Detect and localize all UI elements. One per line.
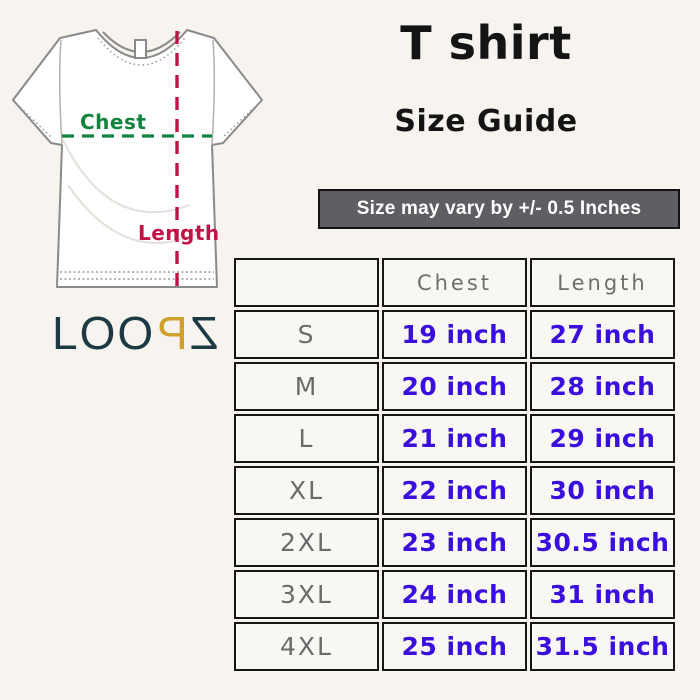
side-seam-right: [211, 39, 216, 146]
header-block: T shirt Size Guide: [330, 16, 642, 139]
tshirt-body: [12, 29, 263, 288]
page-title: T shirt: [400, 16, 572, 70]
size-table: Chest Length S 19 inch 27 inch M 20 inch…: [231, 255, 678, 674]
side-seam-left: [58, 39, 63, 146]
length-cell: 31.5 inch: [530, 622, 675, 671]
tshirt-diagram: Chest Length: [0, 0, 280, 310]
length-cell: 30.5 inch: [530, 518, 675, 567]
chest-measure-label: Chest: [80, 110, 147, 134]
chest-cell: 24 inch: [382, 570, 527, 619]
table-row: L 21 inch 29 inch: [234, 414, 675, 463]
table-header-row: Chest Length: [234, 258, 675, 307]
length-cell: 29 inch: [530, 414, 675, 463]
brand-logo: LOOPZ: [52, 306, 218, 360]
neck-tag: [134, 39, 147, 59]
table-row: XL 22 inch 30 inch: [234, 466, 675, 515]
size-cell: XL: [234, 466, 379, 515]
length-cell: 28 inch: [530, 362, 675, 411]
length-cell: 31 inch: [530, 570, 675, 619]
length-measure-label: Length: [138, 221, 220, 245]
size-cell: 2XL: [234, 518, 379, 567]
sleeve-stitch-left: [16, 103, 53, 139]
chest-cell: 19 inch: [382, 310, 527, 359]
collar-stitching: [97, 37, 186, 66]
tolerance-banner: Size may vary by +/- 0.5 Inches: [318, 189, 680, 229]
size-cell: 3XL: [234, 570, 379, 619]
size-cell: 4XL: [234, 622, 379, 671]
header-cell-chest: Chest: [382, 258, 527, 307]
logo-letter-mirrored-p: P: [155, 307, 188, 359]
wrinkle-curve-2: [67, 184, 201, 244]
wrinkle-curve-1: [62, 139, 191, 214]
chest-cell: 25 inch: [382, 622, 527, 671]
chest-cell: 21 inch: [382, 414, 527, 463]
logo-letter: O: [79, 307, 118, 359]
sleeve-stitch-right: [221, 103, 259, 139]
size-cell: S: [234, 310, 379, 359]
length-cell: 27 inch: [530, 310, 675, 359]
logo-letter: L: [52, 307, 80, 359]
size-cell: L: [234, 414, 379, 463]
tshirt-illustration: [12, 29, 263, 288]
table-row: 3XL 24 inch 31 inch: [234, 570, 675, 619]
chest-cell: 23 inch: [382, 518, 527, 567]
length-cell: 30 inch: [530, 466, 675, 515]
table-row: M 20 inch 28 inch: [234, 362, 675, 411]
size-cell: M: [234, 362, 379, 411]
logo-letter: O: [117, 307, 156, 359]
chest-cell: 20 inch: [382, 362, 527, 411]
header-cell-empty: [234, 258, 379, 307]
page-subtitle: Size Guide: [394, 104, 578, 139]
logo-letter-mirrored-z: Z: [187, 307, 218, 359]
table-row: 4XL 25 inch 31.5 inch: [234, 622, 675, 671]
chest-cell: 22 inch: [382, 466, 527, 515]
table-row: 2XL 23 inch 30.5 inch: [234, 518, 675, 567]
header-cell-length: Length: [530, 258, 675, 307]
table-row: S 19 inch 27 inch: [234, 310, 675, 359]
